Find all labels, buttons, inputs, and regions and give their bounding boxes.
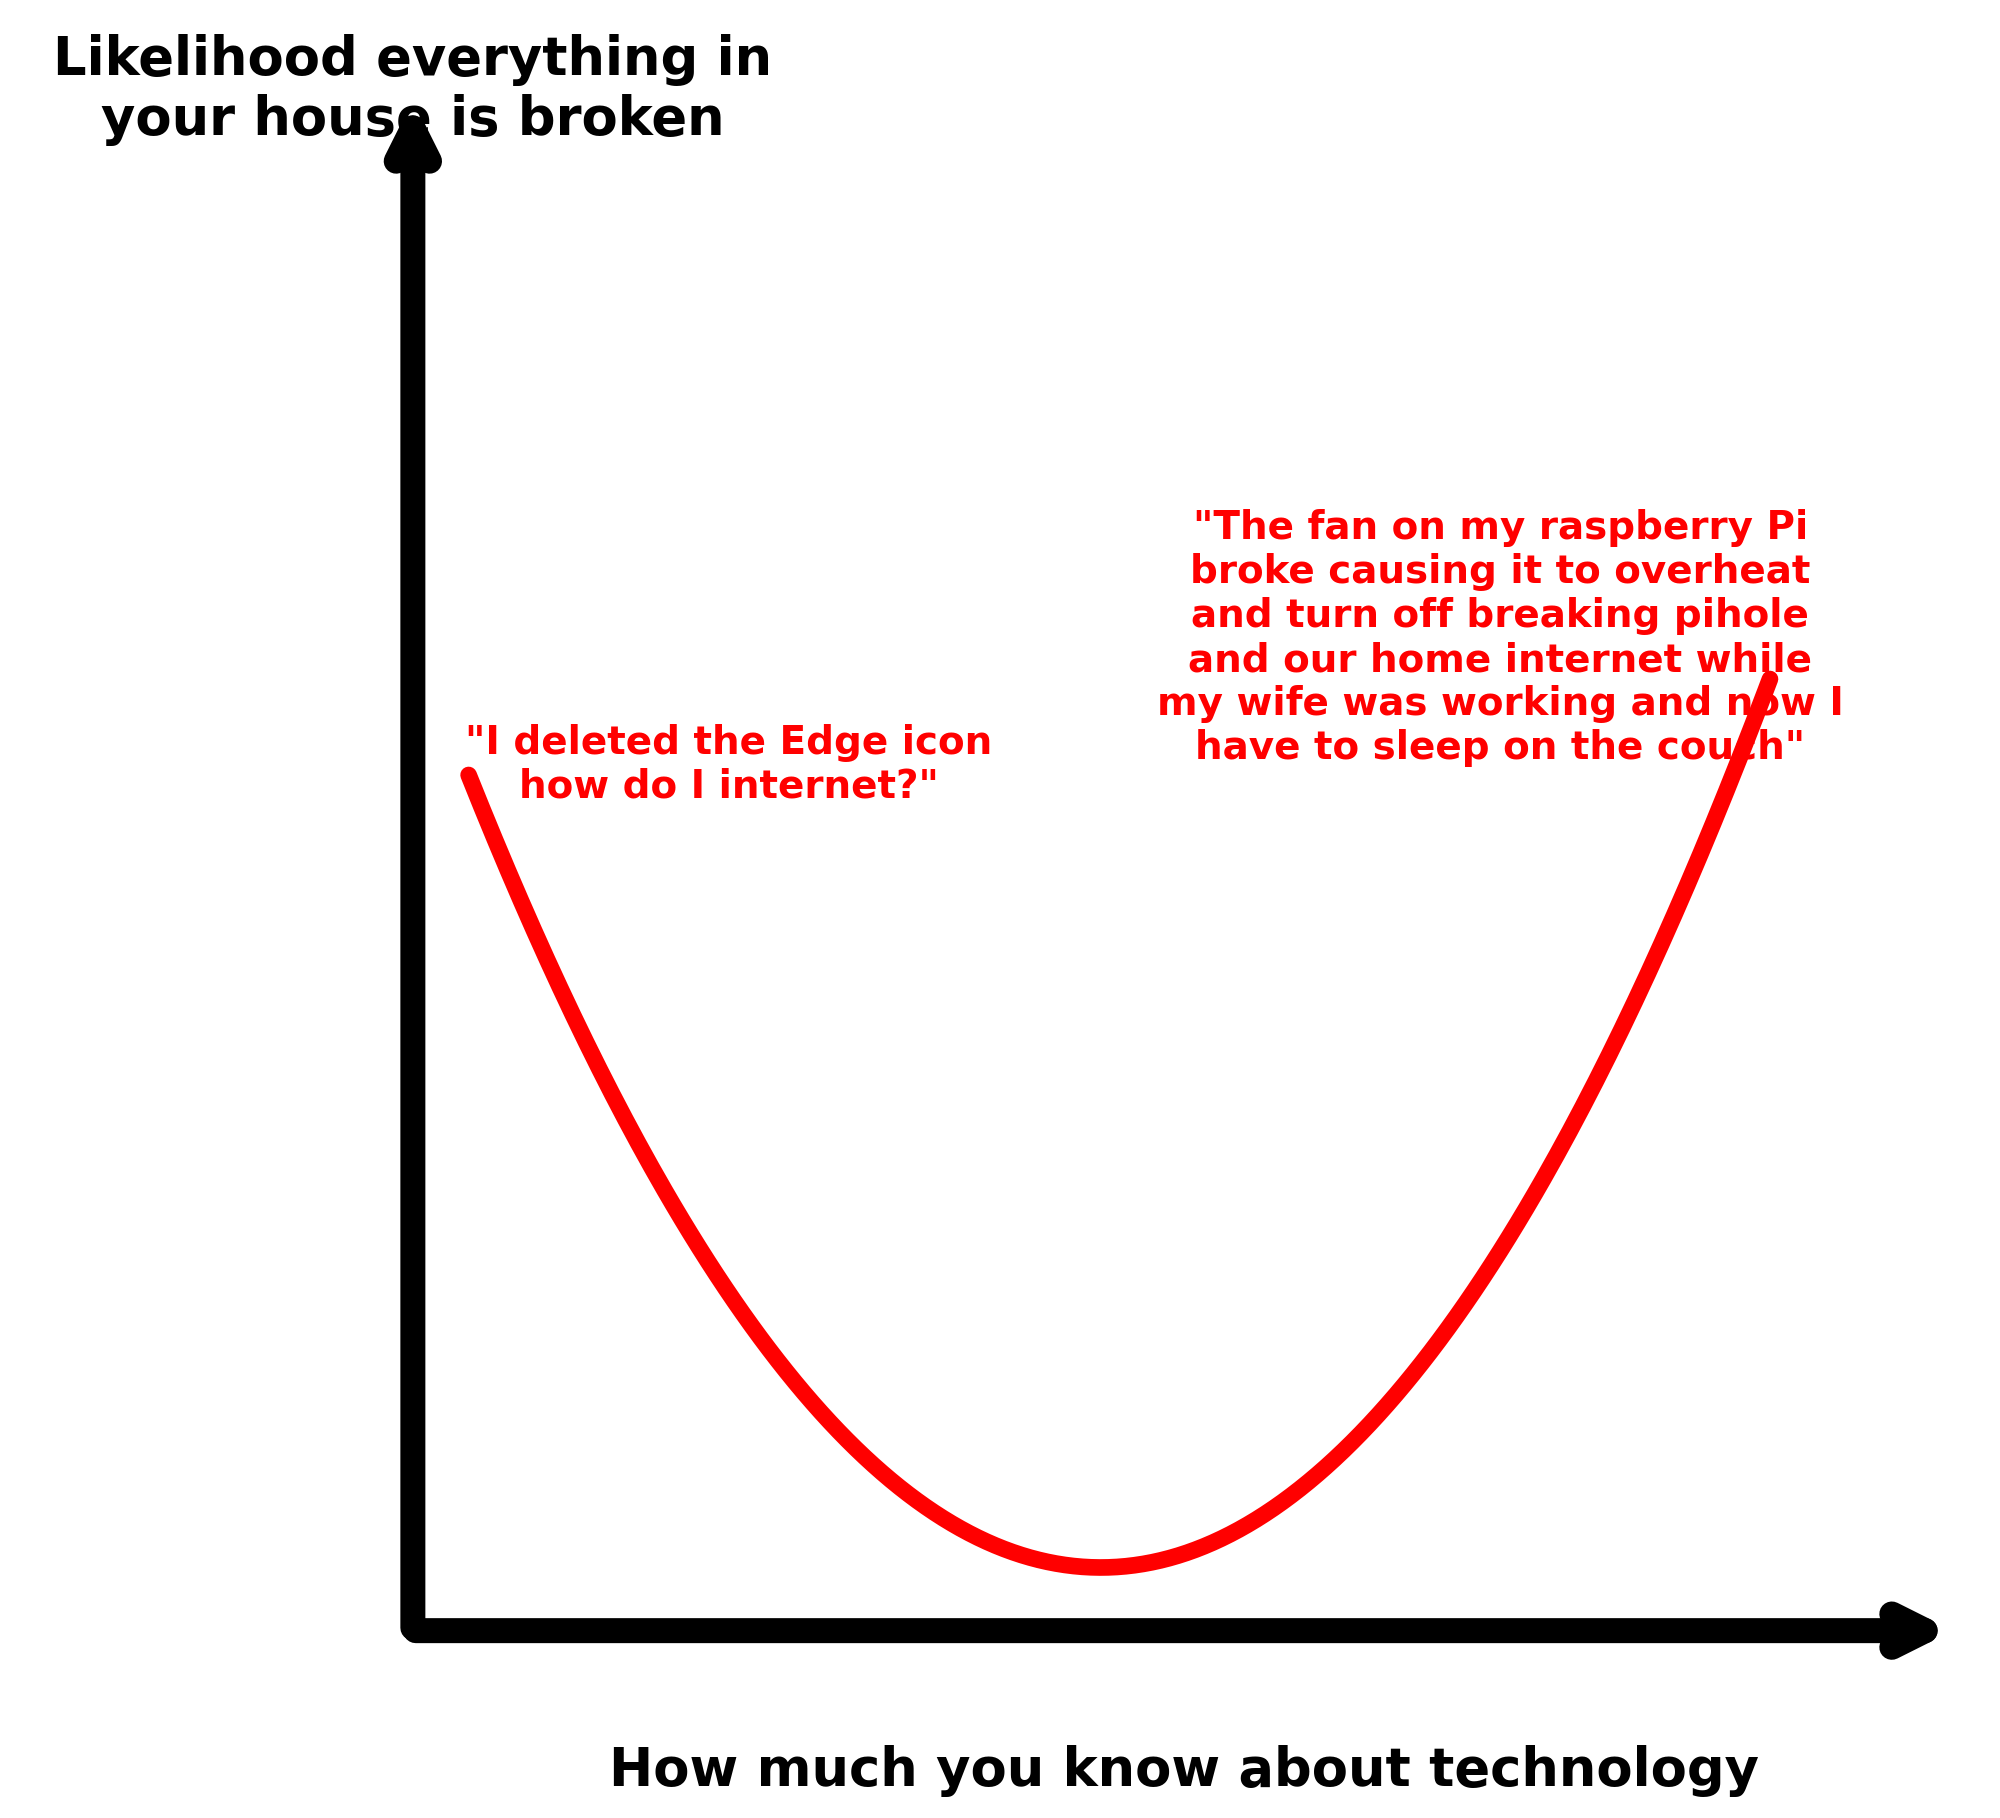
Text: "The fan on my raspberry Pi
broke causing it to overheat
and turn off breaking p: "The fan on my raspberry Pi broke causin…	[1156, 509, 1844, 767]
Text: How much you know about technology: How much you know about technology	[610, 1745, 1760, 1796]
Text: Likelihood everything in
your house is broken: Likelihood everything in your house is b…	[54, 35, 772, 145]
Text: "I deleted the Edge icon
how do I internet?": "I deleted the Edge icon how do I intern…	[466, 724, 992, 805]
